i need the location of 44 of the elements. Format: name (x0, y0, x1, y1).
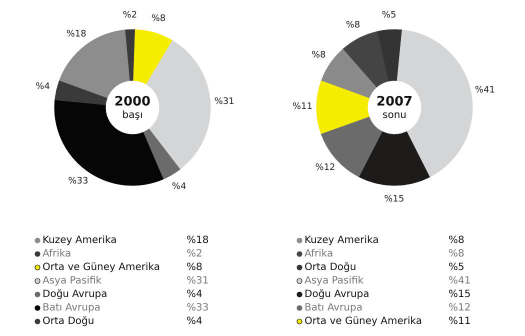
legend-label: Asya Pasifik (42, 276, 102, 286)
text: %11 (448, 316, 471, 327)
legend-label: Afrika (304, 248, 334, 260)
text: %2 (186, 248, 202, 260)
legend-label: Afrika (42, 248, 72, 260)
data-label: %18 (66, 30, 87, 40)
data-label: %2 (122, 10, 138, 21)
legend-label: Doğu Avrupa (42, 289, 108, 300)
data-label: %33 (68, 176, 88, 187)
text: %8 (448, 248, 464, 260)
text: %18 (186, 235, 209, 246)
data-label: %8 (151, 14, 166, 24)
legend-label: Batı Avrupa (42, 302, 100, 314)
legend-label: Asya Pasifik (304, 276, 364, 286)
text: %8 (448, 235, 464, 246)
legend-label: Kuzey Amerika (42, 235, 117, 246)
data-label: %11 (292, 102, 313, 112)
data-label: %15 (384, 194, 404, 204)
legend-label: Orta ve Güney Amerika (42, 262, 160, 273)
text: %8 (186, 262, 202, 273)
data-label: %5 (382, 10, 396, 21)
text: 2007 sonu (376, 94, 413, 121)
legend-label: Orta Doğu (42, 316, 94, 327)
text: %31 (186, 276, 209, 286)
data-label: %12 (315, 163, 336, 174)
text: %15 (448, 289, 471, 300)
text: %41 (448, 276, 471, 286)
data-label: %41 (474, 86, 495, 96)
legend-label: Doğu Avrupa (304, 289, 370, 300)
legend-label: Batı Avrupa (304, 302, 362, 314)
text: %4 (186, 316, 202, 327)
legend-label: Kuzey Amerika (304, 235, 379, 246)
text: %4 (186, 289, 202, 300)
text: 2000 başı (114, 94, 151, 121)
data-label: %4 (172, 182, 186, 192)
data-label: %8 (346, 20, 360, 30)
data-label: %31 (214, 97, 234, 108)
text: %33 (186, 302, 209, 314)
data-label: %4 (36, 82, 50, 92)
text: %5 (448, 262, 464, 273)
data-label: %8 (311, 50, 326, 61)
text: %12 (448, 302, 471, 314)
legend-label: Orta Doğu (304, 262, 356, 273)
legend-label: Orta ve Güney Amerika (304, 316, 422, 327)
